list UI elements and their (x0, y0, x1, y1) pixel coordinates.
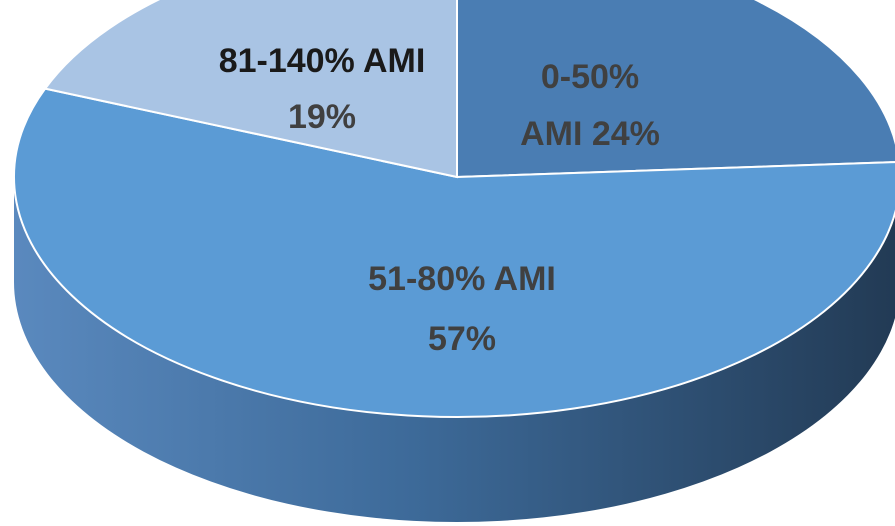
pie-slice-1-label-line-1: 0-50% (541, 58, 639, 96)
pie-side-surface (14, 177, 895, 522)
pie-slice-2 (13, 87, 895, 418)
pie-slice-2-label-line-2: 57% (428, 320, 496, 358)
pie-slice-2-label-line-1: 51-80% AMI (368, 260, 556, 298)
pie-slice-3-label-line-1: 81-140% AMI (219, 42, 426, 80)
pie-labels: 0-50% AMI 24% 51-80% AMI 57% 81-140% AMI 19% (219, 42, 660, 358)
pie-slice-1 (456, 0, 895, 179)
pie-slice-1-label-line-2: AMI 24% (520, 115, 660, 153)
pie-side-wall (14, 177, 895, 522)
pie-top (13, 0, 895, 418)
pie-slice-3 (43, 0, 458, 179)
pie-slice-3-label-line-2: 19% (288, 98, 356, 136)
